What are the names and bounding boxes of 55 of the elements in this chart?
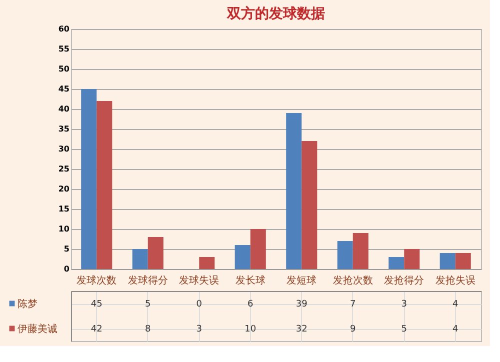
chart-title: 双方的发球数据 [226,5,325,22]
y-tick-label: 15 [58,204,70,214]
data-label: 9 [350,324,356,334]
y-tick-label: 25 [58,164,70,174]
legend-label: 陈梦 [18,298,38,310]
bar [302,141,318,269]
legend-label: 伊藤美诚 [18,323,58,335]
y-tick-label: 30 [58,144,70,154]
data-label: 3 [401,300,407,310]
data-label: 7 [350,300,356,310]
data-label: 0 [196,300,202,310]
y-tick-label: 50 [58,64,70,74]
bar [234,245,250,269]
x-tick-label: 发球失误 [179,274,220,286]
data-label: 6 [248,300,254,310]
y-tick-label: 5 [64,244,70,254]
data-label: 3 [196,324,202,334]
y-tick-label: 10 [58,224,70,234]
bar [440,253,456,269]
bar [132,249,148,269]
y-tick-label: 40 [58,104,70,114]
bar [337,241,353,269]
y-tick-label: 35 [58,124,70,134]
data-label: 8 [145,324,152,334]
bar [286,113,302,269]
bar [250,229,266,269]
data-label: 42 [90,324,102,334]
x-tick-label: 发短球 [286,274,317,286]
data-label: 45 [90,300,102,310]
bar [455,253,471,269]
y-tick-label: 0 [64,264,70,274]
bar [96,101,112,269]
bar [199,257,215,269]
bar [352,233,368,269]
data-label: 39 [296,300,308,310]
bar [404,249,420,269]
x-tick-label: 发抢失误 [435,274,476,286]
y-tick-label: 55 [58,44,70,54]
data-label: 4 [452,300,459,310]
y-tick-label: 60 [58,24,70,34]
y-tick-label: 45 [58,84,70,94]
bar [388,257,404,269]
data-label: 32 [296,324,308,334]
x-tick-label: 发长球 [235,274,266,286]
bar [148,237,164,269]
x-tick-label: 发球得分 [128,274,168,286]
data-label: 4 [452,324,459,334]
data-label: 5 [401,324,407,334]
x-tick-label: 发抢次数 [332,274,373,286]
data-label: 5 [145,300,151,310]
data-label: 10 [244,324,256,334]
bar [81,89,97,269]
x-tick-label: 发球次数 [76,274,117,286]
y-tick-label: 20 [58,184,70,194]
x-tick-label: 发抢得分 [384,274,424,286]
